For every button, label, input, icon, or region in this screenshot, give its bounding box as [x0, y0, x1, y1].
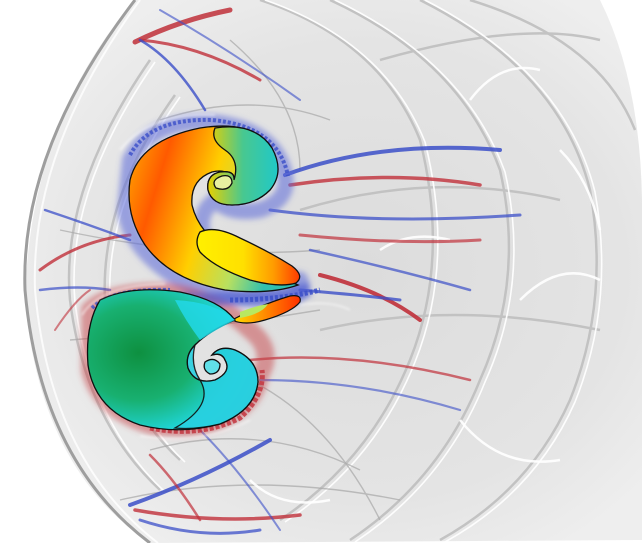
interface-highlights [81, 114, 351, 440]
schlieren-field [23, 0, 642, 543]
vorticity-filaments [38, 7, 522, 535]
upper-bubble [128, 125, 301, 293]
upper-bubble-tongue [196, 228, 301, 286]
lower-bubble-rim [172, 342, 259, 430]
middle-jet [230, 295, 301, 324]
upper-bubble-curl [213, 175, 233, 190]
lower-bubble-lobe [175, 300, 235, 340]
lower-bubble-curl [203, 358, 221, 375]
lower-bubble [86, 289, 259, 431]
